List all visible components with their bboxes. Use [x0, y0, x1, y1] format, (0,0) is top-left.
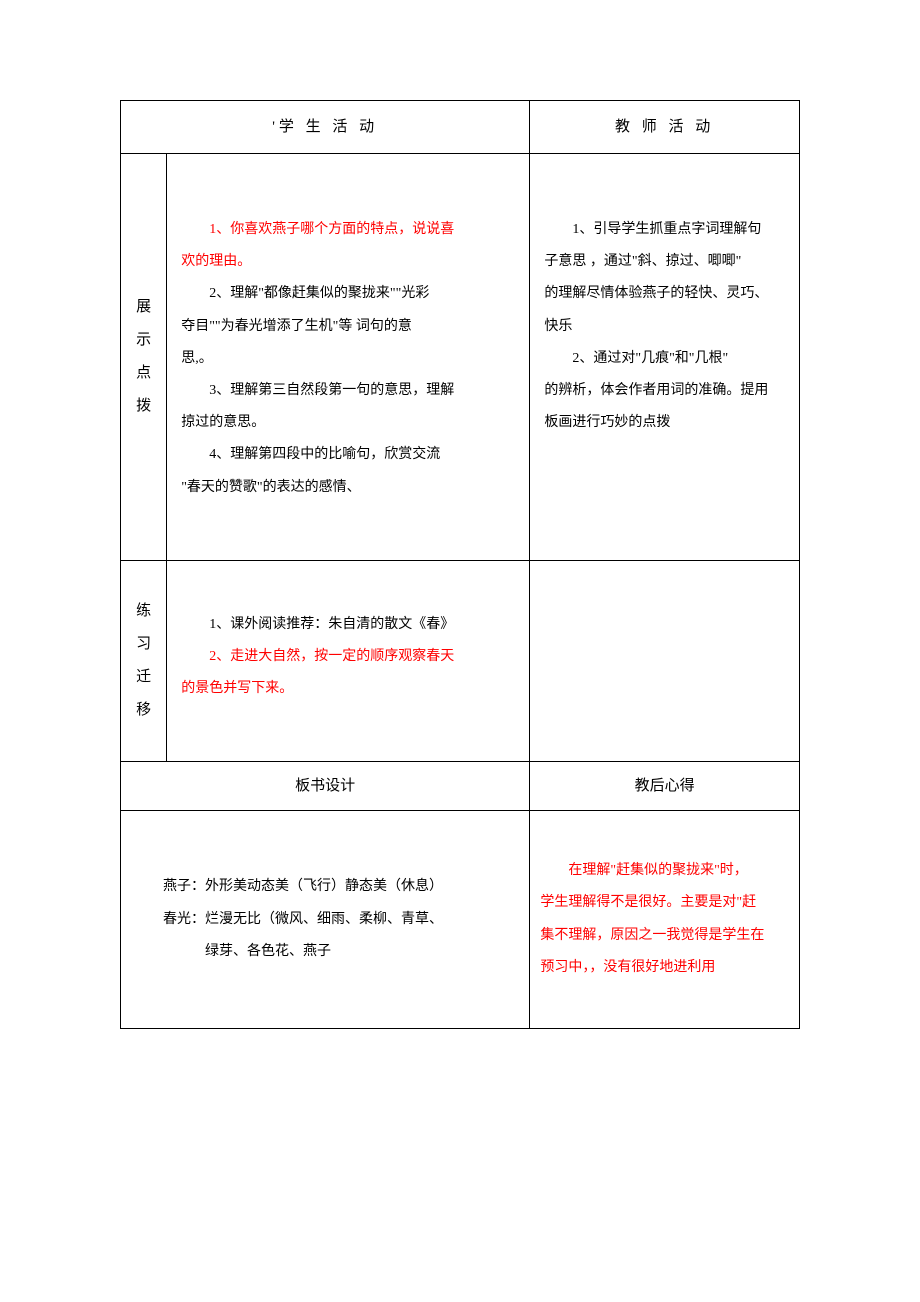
footer-header-row: 板书设计 教后心得	[121, 762, 800, 811]
content-line: "春天的赞歌"的表达的感情、	[181, 472, 517, 504]
student-activity-content-1: 1、你喜欢燕子哪个方面的特点，说说喜 欢的理由。 2、理解"都像赶集似的聚拢来"…	[167, 154, 530, 561]
content-line: 快乐	[544, 311, 787, 343]
content-line: 4、理解第四段中的比喻句，欣赏交流	[181, 439, 517, 471]
content-line: 在理解"赶集似的聚拢来"时，	[540, 855, 789, 887]
teacher-activity-content-1: 1、引导学生抓重点字词理解句 子意思 ，通过"斜、掠过、唧唧" 的理解尽情体验燕…	[530, 154, 800, 561]
content-line: 集不理解，原因之一我觉得是学生在	[540, 920, 789, 952]
lesson-plan-table: '学 生 活 动 教 师 活 动 展 示 点 拨 1、你喜欢燕子哪个方面的特点，…	[120, 100, 800, 1029]
side-label-practice: 练 习 迁 移	[121, 560, 167, 762]
content-line: 1、课外阅读推荐：朱自清的散文《春》	[181, 609, 517, 641]
content-line: 绿芽、各色花、燕子	[135, 936, 517, 968]
content-line: 思,。	[181, 343, 517, 375]
content-line: 的景色并写下来。	[181, 673, 517, 705]
side-label-demonstrate: 展 示 点 拨	[121, 154, 167, 561]
row-practice: 练 习 迁 移 1、课外阅读推荐：朱自清的散文《春》 2、走进大自然，按一定的顺…	[121, 560, 800, 762]
teacher-activity-content-2	[530, 560, 800, 762]
header-row: '学 生 活 动 教 师 活 动	[121, 101, 800, 154]
teacher-activity-header: 教 师 活 动	[530, 101, 800, 154]
content-line: 预习中，，没有很好地进利用	[540, 952, 789, 984]
side-char: 示	[131, 324, 156, 357]
content-line: 子意思 ，通过"斜、掠过、唧唧"	[544, 246, 787, 278]
content-line: 2、通过对"几痕"和"几根"	[544, 343, 787, 375]
student-activity-content-2: 1、课外阅读推荐：朱自清的散文《春》 2、走进大自然，按一定的顺序观察春天 的景…	[167, 560, 530, 762]
side-char: 拨	[131, 390, 156, 423]
content-line: 夺目""为春光增添了生机"等 词句的意	[181, 311, 517, 343]
side-char: 点	[131, 357, 156, 390]
board-design-header: 板书设计	[121, 762, 530, 811]
content-line: 2、理解"都像赶集似的聚拢来""光彩	[181, 278, 517, 310]
content-line: 掠过的意思。	[181, 407, 517, 439]
content-line: 的理解尽情体验燕子的轻快、灵巧、	[544, 278, 787, 310]
side-char: 移	[131, 694, 156, 727]
post-teaching-content: 在理解"赶集似的聚拢来"时， 学生理解得不是很好。主要是对"赶 集不理解，原因之…	[530, 811, 800, 1029]
side-char: 习	[131, 628, 156, 661]
content-line: 的辨析，体会作者用词的准确。提用	[544, 375, 787, 407]
footer-content-row: 燕子：外形美动态美（飞行）静态美（休息） 春光：烂漫无比（微风、细雨、柔柳、青草…	[121, 811, 800, 1029]
side-char: 练	[131, 595, 156, 628]
side-char: 迁	[131, 661, 156, 694]
side-char: 展	[131, 291, 156, 324]
content-line: 2、走进大自然，按一定的顺序观察春天	[181, 641, 517, 673]
content-line: 1、你喜欢燕子哪个方面的特点，说说喜	[181, 214, 517, 246]
post-teaching-header: 教后心得	[530, 762, 800, 811]
board-design-content: 燕子：外形美动态美（飞行）静态美（休息） 春光：烂漫无比（微风、细雨、柔柳、青草…	[121, 811, 530, 1029]
student-activity-header: '学 生 活 动	[121, 101, 530, 154]
content-line: 板画进行巧妙的点拨	[544, 407, 787, 439]
content-line: 欢的理由。	[181, 246, 517, 278]
content-line: 学生理解得不是很好。主要是对"赶	[540, 887, 789, 919]
content-line: 3、理解第三自然段第一句的意思，理解	[181, 375, 517, 407]
content-line: 1、引导学生抓重点字词理解句	[544, 214, 787, 246]
content-line: 燕子：外形美动态美（飞行）静态美（休息）	[135, 871, 517, 903]
row-demonstrate: 展 示 点 拨 1、你喜欢燕子哪个方面的特点，说说喜 欢的理由。 2、理解"都像…	[121, 154, 800, 561]
content-line: 春光：烂漫无比（微风、细雨、柔柳、青草、	[135, 904, 517, 936]
